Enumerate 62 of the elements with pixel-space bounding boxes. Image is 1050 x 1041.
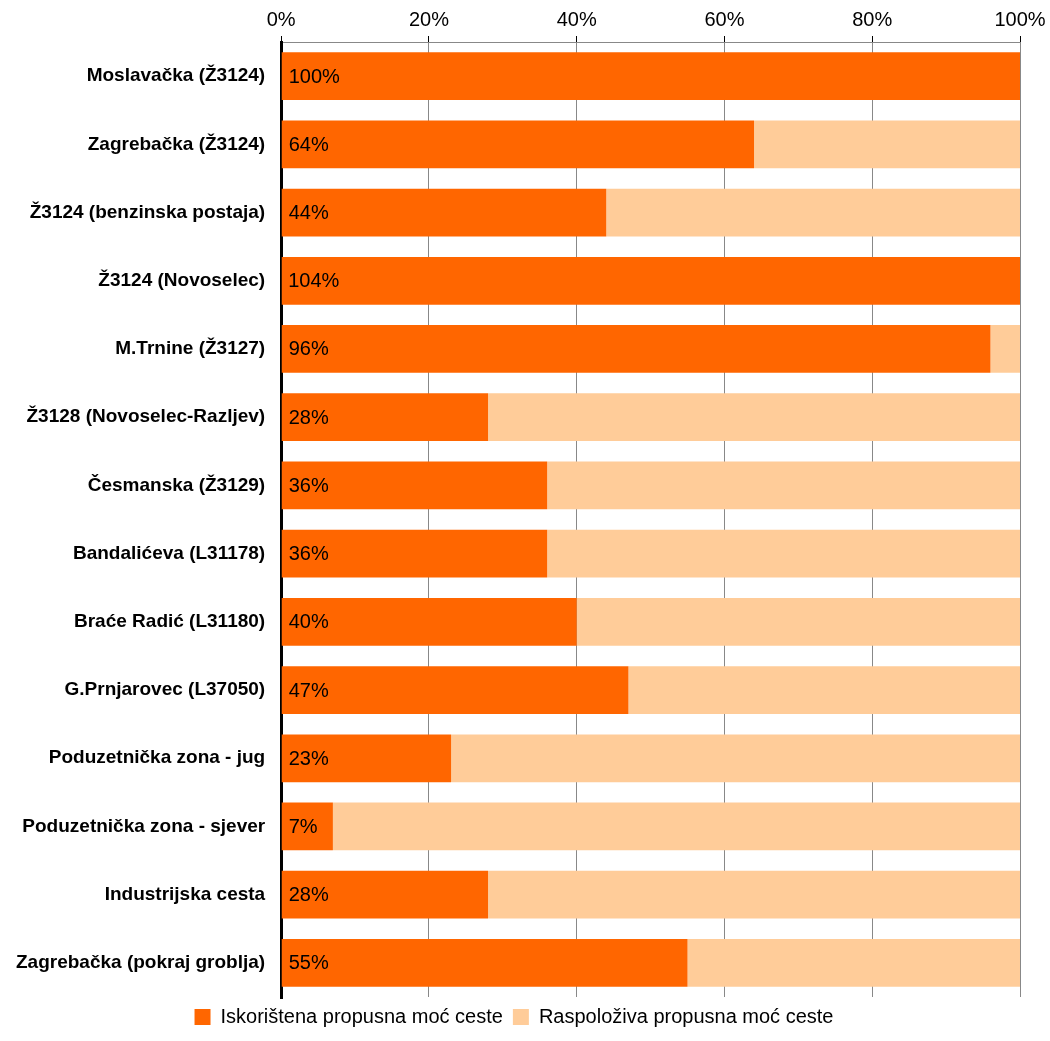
bar <box>488 393 1020 442</box>
y-tick-label: G.Prnjarovec (L37050) <box>64 678 266 700</box>
data-label: 28% <box>288 405 329 428</box>
bar <box>451 734 1020 783</box>
bar <box>332 802 1020 851</box>
bar <box>547 461 1020 510</box>
data-label: 7% <box>288 814 318 837</box>
y-tick-label: Česmanska (Ž3129) <box>87 473 266 495</box>
data-label: 44% <box>288 201 329 224</box>
x-tick-label: 20% <box>408 7 450 30</box>
data-label: 96% <box>288 337 329 360</box>
data-label: 23% <box>288 746 329 769</box>
y-tick-label: Poduzetnička zona - sjever <box>22 814 266 836</box>
bar <box>281 939 688 987</box>
bar <box>606 188 1020 237</box>
bar <box>488 870 1020 919</box>
bar <box>281 325 991 373</box>
x-tick-label: 80% <box>852 7 893 30</box>
bar <box>754 120 1020 169</box>
bar <box>281 802 333 851</box>
bar <box>281 870 489 919</box>
y-tick-label: Ž3124 (benzinska postaja) <box>29 200 266 222</box>
bar <box>576 597 1020 646</box>
y-tick-label: Industrijska cesta <box>104 882 266 904</box>
bar <box>628 666 1020 714</box>
bar <box>281 188 607 237</box>
bar <box>281 52 1020 100</box>
y-tick-label: Zagrebačka (Ž3124) <box>87 132 266 154</box>
bar <box>281 734 452 783</box>
data-label: 36% <box>288 473 329 496</box>
x-tick-label: 40% <box>556 7 597 30</box>
bar <box>281 666 629 714</box>
x-tick-label: 0% <box>266 7 296 30</box>
bar <box>547 529 1020 578</box>
data-label: 36% <box>288 542 329 565</box>
data-label: 47% <box>288 678 329 701</box>
annotation: 104% <box>288 269 340 292</box>
y-tick-label: Poduzetnička zona - jug <box>48 746 266 768</box>
data-label: 55% <box>288 951 329 974</box>
data-label: 28% <box>288 883 329 906</box>
bar <box>281 256 1020 305</box>
y-tick-label: Ž3124 (Novoselec) <box>98 268 266 290</box>
bar <box>687 939 1020 987</box>
bar <box>281 597 577 646</box>
bar <box>990 325 1020 373</box>
bar <box>281 461 548 510</box>
legend-label: Raspoloživa propusna moć ceste <box>538 1004 834 1027</box>
data-label: 100% <box>288 64 341 87</box>
y-tick-label: Braće Radić (L31180) <box>74 610 266 632</box>
bar <box>281 120 755 169</box>
y-tick-label: Moslavačka (Ž3124) <box>86 64 266 86</box>
data-label: 40% <box>288 610 329 633</box>
data-label: 64% <box>288 132 329 155</box>
y-tick-label: M.Trnine (Ž3127) <box>115 337 266 359</box>
bar <box>281 393 489 442</box>
y-tick-label: Zagrebačka (pokraj groblja) <box>15 951 266 973</box>
x-tick-label: 100% <box>994 7 1046 30</box>
legend-label: Iskorištena propusna moć ceste <box>220 1004 503 1027</box>
y-tick-label: Bandalićeva (L31178) <box>72 541 266 563</box>
x-tick-label: 60% <box>704 7 745 30</box>
bar <box>281 529 548 578</box>
y-tick-label: Ž3128 (Novoselec-Razljev) <box>26 405 266 427</box>
